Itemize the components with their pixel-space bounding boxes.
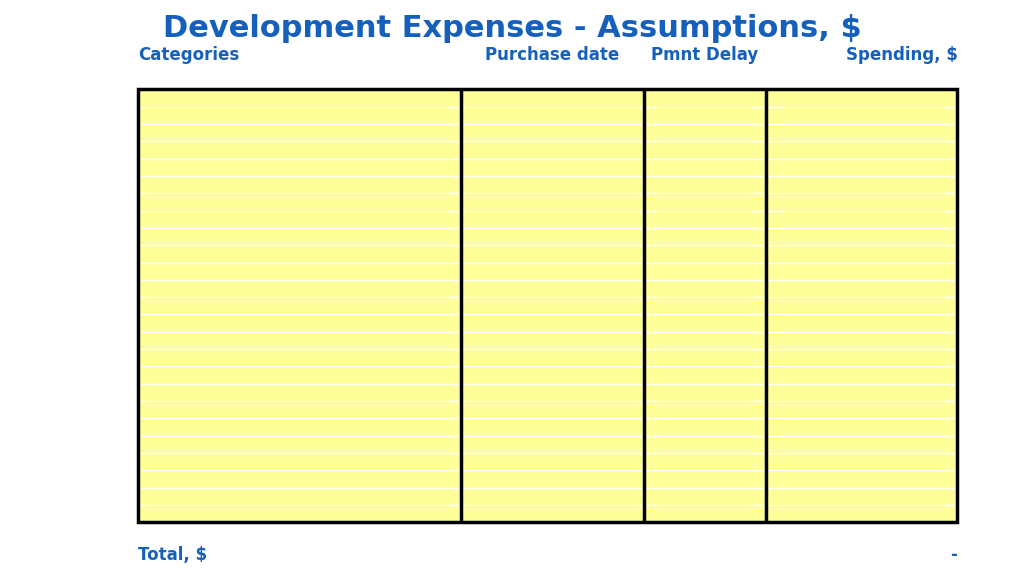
Bar [461,89,644,522]
Text: Total, $: Total, $ [138,546,208,564]
Text: Pmnt Delay: Pmnt Delay [651,46,759,64]
Bar [644,89,766,522]
Bar [138,89,461,522]
Text: Development Expenses - Assumptions, $: Development Expenses - Assumptions, $ [163,14,861,43]
Bar [766,89,957,522]
Text: Categories: Categories [138,46,240,64]
Text: -: - [950,546,957,564]
Text: Spending, $: Spending, $ [846,46,957,64]
Bar [138,89,957,522]
Text: Purchase date: Purchase date [485,46,620,64]
